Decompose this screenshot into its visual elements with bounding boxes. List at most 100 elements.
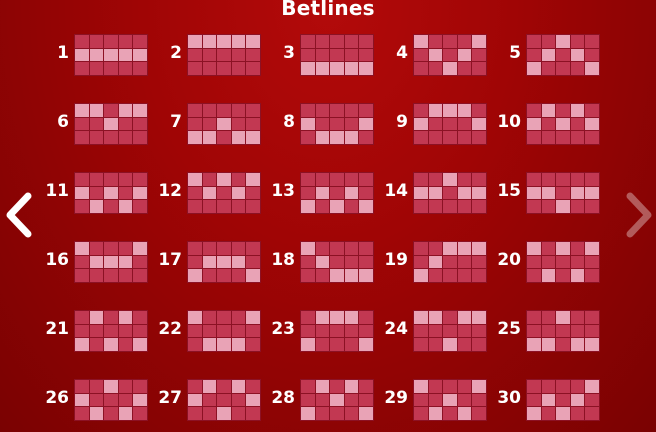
payline-cell (570, 407, 585, 420)
payline-30: 30 (471, 379, 600, 421)
payline-cell (428, 200, 443, 213)
payline-cell (301, 104, 315, 117)
payline-cell (330, 324, 344, 338)
payline-2: 2 (132, 34, 261, 76)
payline-cell-active (231, 35, 246, 48)
payline-cell (457, 324, 472, 338)
payline-cell (344, 242, 359, 255)
payline-cell-active (556, 117, 570, 131)
payline-cell (344, 200, 359, 213)
payline-cell (118, 338, 133, 351)
payline-cell-active (344, 380, 359, 393)
payline-cell-active (330, 200, 344, 213)
payline-cell-active (344, 62, 359, 75)
payline-cell (246, 242, 260, 255)
payline-cell (527, 324, 541, 338)
payline-cell-active (75, 242, 89, 255)
payline-cell (472, 393, 486, 407)
payline-cell (301, 311, 315, 324)
payline-cell-active (89, 311, 104, 324)
payline-cell (527, 104, 541, 117)
payline-cell (585, 200, 599, 213)
payline-27: 27 (132, 379, 261, 421)
payline-cell (428, 324, 443, 338)
payline-number: 25 (497, 319, 521, 339)
payline-cell (231, 324, 246, 338)
payline-cell (217, 311, 231, 324)
payline-cell (472, 104, 486, 117)
payline-cell (359, 104, 373, 117)
payline-cell (359, 242, 373, 255)
payline-cell (89, 242, 104, 255)
payline-cell-active (541, 104, 556, 117)
payline-cell-active (301, 200, 315, 213)
payline-cell-active (527, 117, 541, 131)
payline-cell (330, 338, 344, 351)
payline-cell (246, 324, 260, 338)
payline-cell (570, 200, 585, 213)
payline-cell-active (202, 380, 217, 393)
payline-cell (104, 407, 118, 420)
payline-cell (315, 48, 330, 62)
payline-cell-active (104, 380, 118, 393)
payline-cell (89, 393, 104, 407)
payline-cell (585, 255, 599, 269)
payline-cell-active (104, 338, 118, 351)
payline-17: 17 (132, 241, 261, 283)
payline-cell-active (570, 338, 585, 351)
payline-cell (104, 269, 118, 282)
payline-cell (104, 104, 118, 117)
payline-cell (359, 311, 373, 324)
payline-cell (428, 35, 443, 48)
payline-cell (231, 62, 246, 75)
chevron-right-icon[interactable] (620, 192, 656, 238)
payline-number: 9 (396, 112, 408, 132)
payline-cell (118, 393, 133, 407)
payline-cell (359, 393, 373, 407)
payline-cell (133, 173, 147, 186)
payline-cell (330, 186, 344, 200)
payline-cell (246, 380, 260, 393)
payline-cell (541, 311, 556, 324)
payline-cell (472, 173, 486, 186)
payline-cell-active (428, 407, 443, 420)
payline-cell-active (527, 338, 541, 351)
payline-cell (428, 380, 443, 393)
payline-cell (414, 200, 428, 213)
payline-grid (526, 379, 600, 421)
payline-cell-active (301, 62, 315, 75)
payline-number: 23 (271, 319, 295, 339)
payline-7: 7 (132, 103, 261, 145)
payline-cell (556, 338, 570, 351)
payline-cell (428, 393, 443, 407)
payline-cell (414, 131, 428, 144)
payline-cell-active (359, 407, 373, 420)
payline-grid (187, 241, 261, 283)
payline-grid (526, 172, 600, 214)
chevron-left-icon[interactable] (2, 192, 38, 238)
payline-cell (217, 200, 231, 213)
payline-cell (570, 380, 585, 393)
payline-cell (428, 242, 443, 255)
payline-cell (118, 117, 133, 131)
payline-number: 3 (283, 43, 295, 63)
payline-grid (74, 241, 148, 283)
payline-cell-active (217, 117, 231, 131)
payline-cell-active (246, 311, 260, 324)
payline-cell (359, 380, 373, 393)
payline-cell (344, 338, 359, 351)
payline-cell-active (231, 131, 246, 144)
payline-cell (428, 62, 443, 75)
payline-cell-active (428, 104, 443, 117)
payline-cell (89, 35, 104, 48)
payline-cell (541, 117, 556, 131)
payline-cell (585, 35, 599, 48)
payline-cell (188, 255, 202, 269)
payline-cell (541, 255, 556, 269)
payline-cell (315, 338, 330, 351)
payline-cell (202, 117, 217, 131)
payline-cell-active (89, 255, 104, 269)
payline-28: 28 (245, 379, 374, 421)
payline-cell (89, 117, 104, 131)
payline-number: 7 (170, 112, 182, 132)
